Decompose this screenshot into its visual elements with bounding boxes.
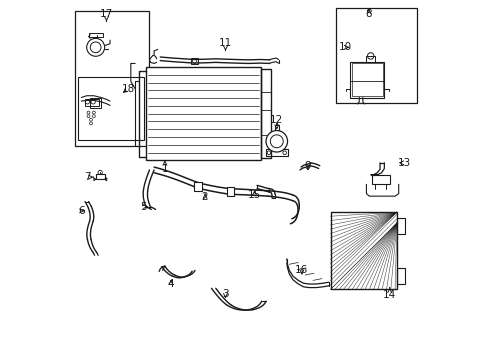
Text: 17: 17	[100, 9, 113, 21]
Bar	[330, 212, 396, 289]
Bar	[335, 8, 416, 103]
Bar	[226, 187, 234, 196]
Bar	[191, 58, 198, 64]
Bar	[396, 268, 404, 284]
Circle shape	[265, 131, 287, 152]
Text: 4: 4	[167, 279, 174, 289]
Text: 6: 6	[78, 206, 85, 216]
Bar	[193, 182, 202, 191]
Bar	[78, 77, 144, 140]
Circle shape	[86, 39, 104, 56]
Text: 1: 1	[161, 161, 168, 174]
Text: 16: 16	[295, 265, 308, 275]
Text: 10: 10	[338, 42, 351, 52]
Text: 3: 3	[222, 289, 228, 299]
Text: 5: 5	[140, 202, 147, 212]
Text: 18: 18	[121, 84, 134, 94]
Text: 7: 7	[84, 172, 93, 182]
Bar	[351, 63, 382, 96]
Text: 11: 11	[219, 38, 232, 50]
Text: 12: 12	[269, 115, 283, 129]
Text: 8: 8	[365, 9, 371, 19]
Bar	[88, 33, 102, 37]
Bar	[260, 69, 271, 158]
Bar	[366, 56, 375, 62]
Text: 15: 15	[247, 190, 261, 201]
Bar	[371, 175, 389, 184]
Text: 9: 9	[304, 161, 311, 171]
Bar	[85, 99, 99, 107]
Bar	[75, 12, 148, 146]
Bar	[265, 149, 287, 156]
Text: 13: 13	[397, 158, 410, 168]
Bar	[90, 98, 101, 108]
Bar	[145, 67, 260, 160]
Bar	[96, 174, 104, 179]
Text: 14: 14	[382, 288, 396, 301]
Text: 2: 2	[202, 192, 208, 202]
Bar	[396, 218, 404, 234]
Bar	[349, 62, 384, 98]
